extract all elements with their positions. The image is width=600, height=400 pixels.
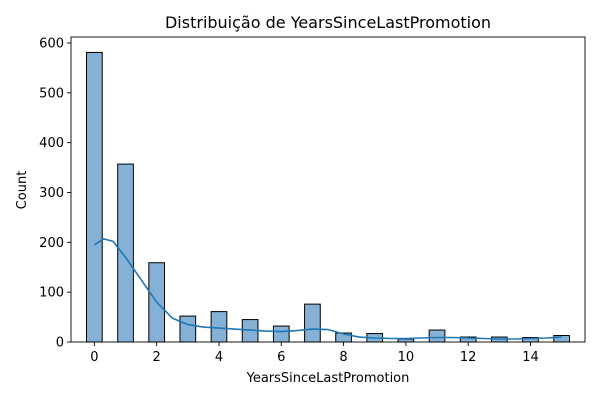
y-tick-label-600: 600 xyxy=(39,36,64,51)
x-axis-label: YearsSinceLastPromotion xyxy=(246,371,410,386)
bars-group xyxy=(86,51,570,343)
bar-4 xyxy=(210,311,228,343)
bar-1 xyxy=(117,163,134,343)
y-tick-label-0: 0 xyxy=(56,336,64,351)
plot-frame xyxy=(70,36,586,343)
bar-11 xyxy=(428,329,446,343)
x-tick-label-0: 0 xyxy=(90,350,98,365)
y-tick-label-500: 500 xyxy=(39,86,64,101)
y-axis: 0 100 200 300 400 500 600 xyxy=(39,36,71,351)
y-tick-label-200: 200 xyxy=(39,236,64,251)
y-axis-label: Count xyxy=(15,171,30,210)
y-tick-label-100: 100 xyxy=(39,286,64,301)
bar-15 xyxy=(553,335,570,343)
y-tick-label-400: 400 xyxy=(39,136,64,151)
x-axis: 0 2 4 6 8 10 12 14 xyxy=(90,342,539,365)
x-tick-label-6: 6 xyxy=(277,350,285,365)
bar-6 xyxy=(272,325,290,343)
bar-0 xyxy=(86,51,103,343)
x-tick-label-14: 14 xyxy=(522,350,539,365)
chart-title: Distribuição de YearsSinceLastPromotion xyxy=(165,13,491,32)
x-tick-label-4: 4 xyxy=(215,350,223,365)
bar-3 xyxy=(179,315,197,343)
bar-7 xyxy=(304,303,321,343)
x-tick-label-12: 12 xyxy=(460,350,477,365)
y-tick-label-300: 300 xyxy=(39,186,64,201)
x-tick-label-8: 8 xyxy=(339,350,347,365)
x-tick-label-2: 2 xyxy=(153,350,161,365)
x-tick-label-10: 10 xyxy=(398,350,415,365)
kde-line xyxy=(93,237,562,340)
